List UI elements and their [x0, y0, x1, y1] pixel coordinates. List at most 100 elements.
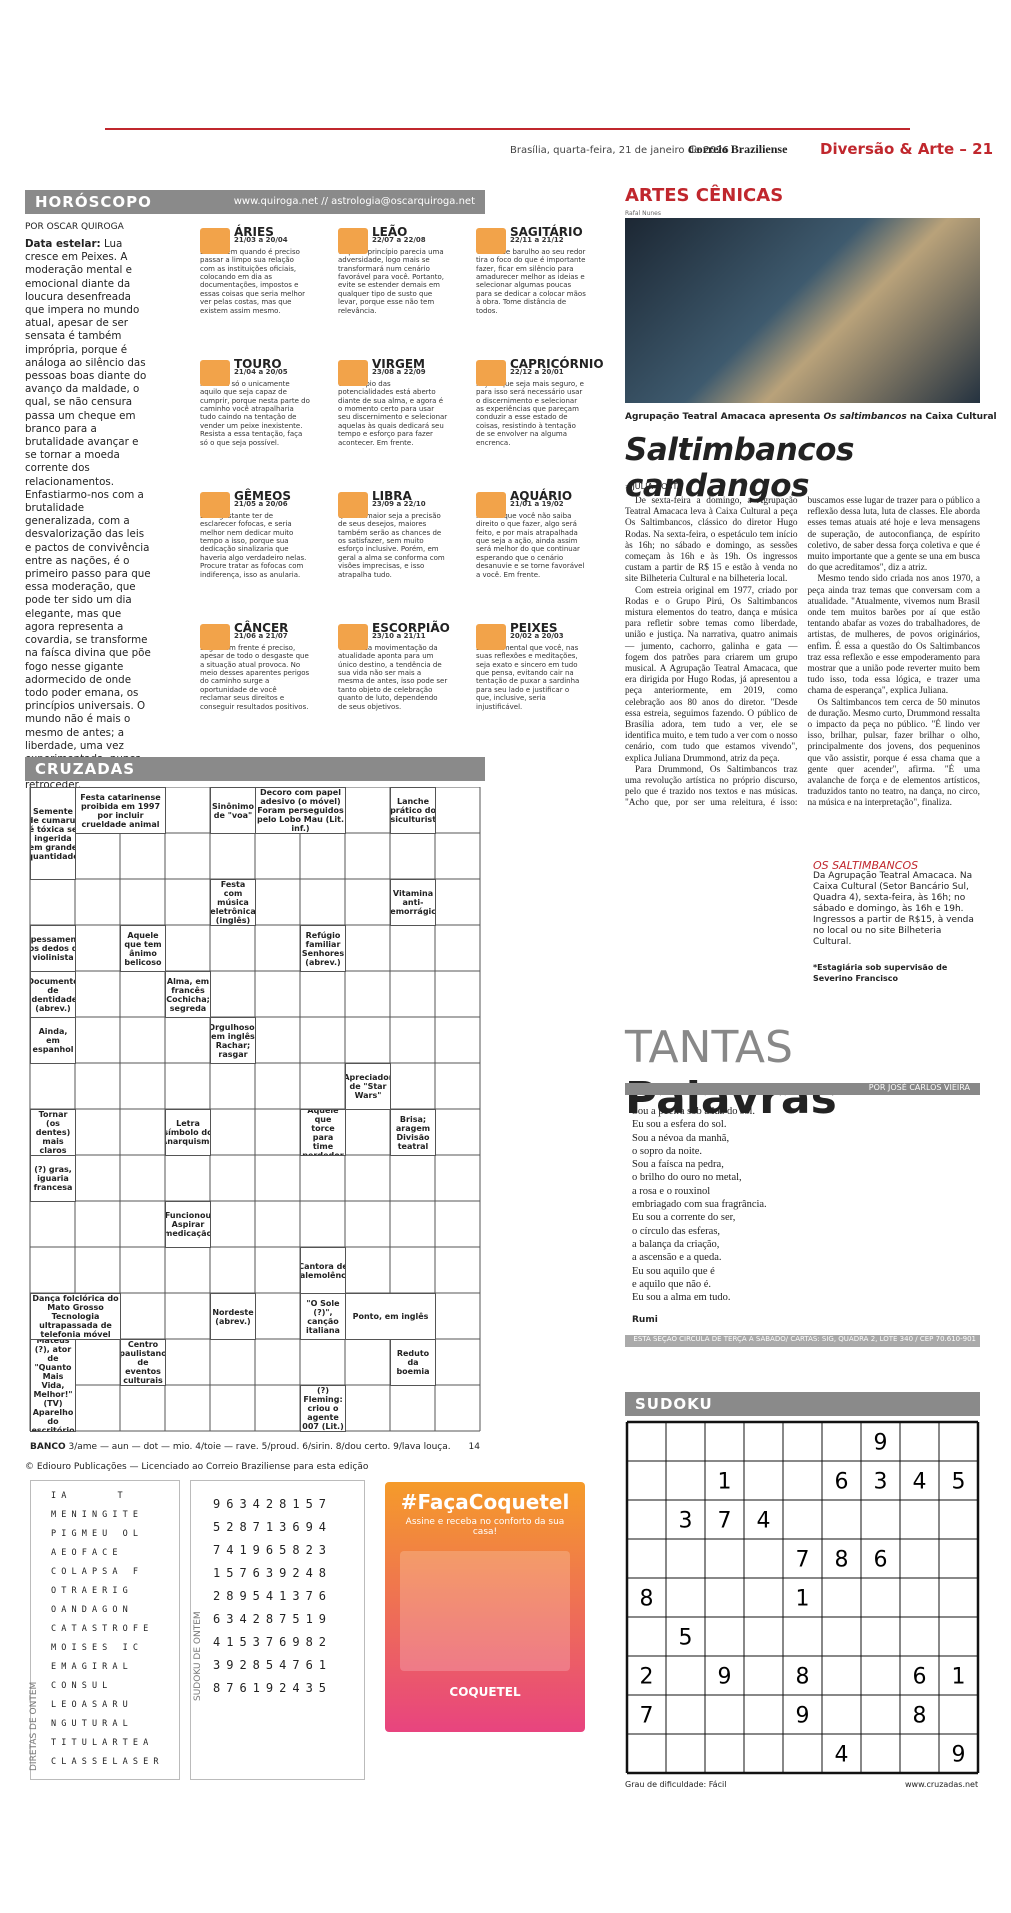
- sudoku-digit: 8: [796, 1665, 810, 1690]
- caption-c: na Caixa Cultural: [906, 412, 997, 422]
- sudoku-yesterday-row: 876192435: [213, 1681, 333, 1695]
- sudoku-digit: 6: [874, 1548, 888, 1573]
- sign-icon: [476, 492, 506, 518]
- paragraph: Mesmo tendo sido criada nos anos 1970, a…: [807, 574, 981, 697]
- paper: Correio Braziliense: [688, 142, 788, 156]
- sign-text: Todo esse barulho ao seu redor tira o fo…: [476, 247, 586, 315]
- crossword-clue: Vitamina anti-hemorrágica: [390, 879, 436, 926]
- crossword-clue: Ainda, em espanhol: [30, 1017, 76, 1064]
- poem-line: o círculo das esferas,: [632, 1225, 721, 1237]
- poem-author: Rumi: [632, 1315, 658, 1325]
- crossword-credit: © Ediouro Publicações — Licenciado ao Co…: [25, 1462, 369, 1472]
- sudoku-digit: 1: [796, 1587, 810, 1612]
- sign-name: CÂNCER: [234, 621, 289, 635]
- crossword-clue: Cantora de "Malemolência": [300, 1247, 346, 1294]
- intro-text: Lua cresce em Peixes. A moderação mental…: [25, 238, 151, 792]
- sign-name: AQUÁRIO: [510, 489, 573, 503]
- crossword-clue: (?) gras, iguaria francesa: [30, 1155, 76, 1202]
- sudoku-yesterday-row: 415376982: [213, 1635, 333, 1649]
- sign-dates: 21/03 a 20/04: [234, 236, 288, 245]
- section-name: Diversão & Arte: [820, 140, 955, 158]
- direct-row: M O I S E S I C: [51, 1643, 138, 1653]
- poem-line: e aquilo que não é.: [632, 1278, 712, 1290]
- crossword-clue: Dança folclórica do Mato Grosso Tecnolog…: [30, 1293, 121, 1340]
- poem-line: a ascensão e a queda.: [632, 1252, 722, 1264]
- sudoku-digit: 5: [679, 1626, 693, 1651]
- bank-text: 3/ame — aun — dot — mio. 4/toie — rave. …: [68, 1442, 451, 1452]
- poem-line: Eu sou a alma em tudo.: [632, 1292, 731, 1304]
- crossword-clue: Lanche prático do fisiculturista: [390, 787, 436, 834]
- top-rule: [105, 128, 910, 130]
- sign-icon: [476, 228, 506, 254]
- footnote: *Estagiária sob supervisão de Severino F…: [813, 963, 948, 983]
- sudoku-digit: 9: [874, 1431, 888, 1456]
- direct-row: M E N I N G I T E: [51, 1510, 138, 1520]
- sign-text: De vez em quando é preciso passar a limp…: [200, 247, 306, 315]
- sign-name: CAPRICÓRNIO: [510, 357, 604, 371]
- poem-line: o sopro da noite.: [632, 1145, 702, 1157]
- crossword-clue: Refúgio familiar Senhores (abrev.): [300, 925, 346, 972]
- sign: LIBRA 23/09 a 22/10 Quanto maior seja a pr…: [338, 489, 448, 579]
- sudoku-digit: 8: [640, 1587, 654, 1612]
- horoscope-site: www.quiroga.net // astrologia@oscarquiro…: [233, 196, 475, 207]
- horoscope-bar: HORÓSCOPO www.quiroga.net // astrologia@o…: [25, 190, 485, 214]
- crossword-clue: Alma, em francês Cochicha; segreda: [165, 971, 211, 1018]
- poem-title-b: Palavras: [625, 1073, 837, 1124]
- sudoku-digit: 3: [874, 1470, 888, 1495]
- headline: Saltimbancos candangos: [625, 432, 854, 504]
- sign-name: VIRGEM: [372, 357, 425, 371]
- crossword-clue: "O Sole (?)", canção italiana: [300, 1293, 346, 1340]
- page-number: 21: [972, 140, 994, 158]
- sign: LEÃO 22/07 a 22/08 O que a princípio parec…: [338, 226, 448, 315]
- info-box: OS SALTIMBANCOS Da Agrupação Teatral Ama…: [805, 860, 980, 984]
- sign-icon: [476, 624, 506, 650]
- sign-dates: 23/10 a 21/11: [372, 632, 426, 641]
- poem-line: Eu sou aquilo que é: [632, 1265, 715, 1277]
- sign-text: Seguir em frente é preciso, apesar de to…: [200, 643, 310, 711]
- paragraph: Para Drummond, Os Saltimbancos traz uma …: [625, 496, 980, 809]
- direct-rows: I A T M E N I N G I T E P I G M E U O L A E…: [51, 1487, 158, 1772]
- paragraph: Os Saltimbancos tem cerca de 50 minutos …: [807, 697, 981, 809]
- ad-tagline: Assine e receba no conforto da sua casa!: [405, 1517, 565, 1537]
- sudoku-digit: 7: [796, 1548, 810, 1573]
- ad-magazines: [400, 1551, 570, 1671]
- crossword-clue: Sinônimo de "voa": [210, 787, 256, 834]
- crossword-clue: (?) Fleming: criou o agente 007 (Lit.): [300, 1385, 346, 1432]
- sudoku-site: www.cruzadas.net: [905, 1780, 979, 1789]
- ad-title: #FaçaCoquetel: [400, 1490, 570, 1514]
- horoscope-title: HORÓSCOPO: [35, 193, 152, 211]
- direct-row: E M A G I R A L: [51, 1662, 128, 1672]
- sudoku-digit: 8: [835, 1548, 849, 1573]
- poem-line: a balança da criação,: [632, 1238, 720, 1250]
- sudoku-yesterday-row: 528713694: [213, 1520, 333, 1534]
- poem-line: Sou a faísca na pedra,: [632, 1159, 724, 1171]
- sign-icon: [200, 360, 230, 386]
- poem-line: Eu sou a corrente do ser,: [632, 1212, 736, 1224]
- crossword-clue: Reduto da boemia: [390, 1339, 436, 1386]
- poem-line: Sou a poeira sob a luz do sol.: [632, 1106, 756, 1117]
- box-text: Da Agrupação Teatral Amacaca. Na Caixa C…: [813, 871, 974, 947]
- sign-dates: 21/05 a 20/06: [234, 500, 288, 509]
- crossword-clue: Nordeste (abrev.): [210, 1293, 256, 1340]
- sign-icon: [338, 228, 368, 254]
- paragraph: De sexta-feira a domingo, a Agrupação Te…: [625, 496, 798, 585]
- direct-label: DIRETAS DE ONTEM: [29, 1681, 39, 1771]
- poem-footer: ESTA SEÇÃO CIRCULA DE TERÇA A SÁBADO/ CA…: [625, 1335, 980, 1347]
- sudoku-digit: 1: [952, 1665, 966, 1690]
- sign-icon: [476, 360, 506, 386]
- sudoku-yesterday-row: 741965823: [213, 1543, 333, 1557]
- paragraph: Com estreia original em 1977, criado por…: [625, 585, 798, 764]
- direct-row: I A T: [51, 1491, 123, 1501]
- ad-brand: COQUETEL: [449, 1685, 521, 1699]
- direct-row: O A N D A G O N: [51, 1605, 128, 1615]
- sign: CAPRICÓRNIO 22/12 a 20/01 Faça o que seja …: [476, 357, 604, 447]
- sign-text: É fundamental que você, nas suas reflexõ…: [476, 643, 580, 711]
- sudoku-yesterday-label: SUDOKU DE ONTEM: [193, 1611, 203, 1701]
- crossword-clue: Mateus (?), ator de "Quanto Mais Vida, M…: [30, 1339, 76, 1432]
- sign: AQUÁRIO 21/01 a 19/02 Mesmo que você não s…: [476, 489, 586, 579]
- sign-name: LIBRA: [372, 489, 412, 503]
- crossword-clue: Aquele que tem ânimo belicoso: [120, 925, 166, 972]
- poem-title-a: TANTAS: [625, 1022, 793, 1073]
- sign: PEIXES 20/02 a 20/03 É fundamental que voc…: [476, 622, 586, 711]
